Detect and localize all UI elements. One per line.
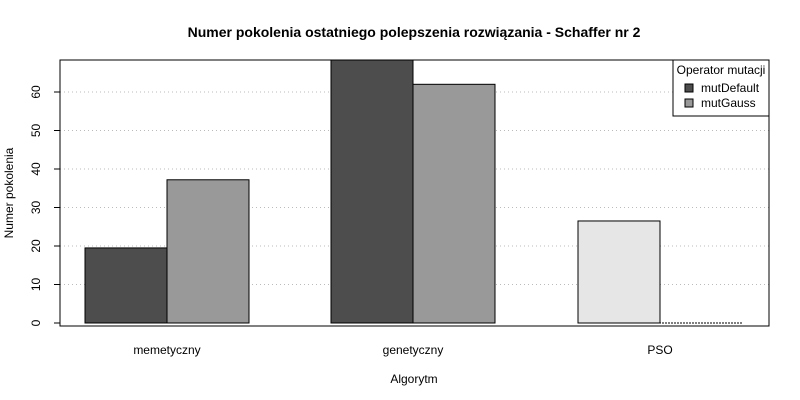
bar-memetyczny-mutdefault — [84, 247, 168, 324]
legend: Operator mutacji mutDefault mutGauss — [672, 59, 770, 117]
x-tick-label-pso: PSO — [647, 343, 672, 357]
legend-label-mutgauss: mutGauss — [701, 96, 756, 110]
y-axis-label: Numer pokolenia — [2, 147, 16, 238]
bar-genetyczny-mutgauss — [412, 83, 496, 324]
y-axis: 0 10 20 30 40 50 60 — [29, 85, 61, 326]
bar-pso — [577, 220, 661, 324]
y-tick-label-50: 50 — [29, 124, 43, 138]
bar-memetyczny-mutgauss — [166, 179, 250, 324]
bars — [84, 59, 661, 324]
y-tick-label-30: 30 — [29, 201, 43, 215]
y-tick-label-20: 20 — [29, 239, 43, 253]
chart-title: Numer pokolenia ostatniego polepszenia r… — [188, 24, 641, 40]
x-axis-label: Algorytm — [390, 372, 437, 386]
legend-swatch-mutgauss — [684, 98, 694, 108]
legend-swatch-mutdefault — [684, 83, 694, 93]
y-tick-label-60: 60 — [29, 85, 43, 99]
x-axis: memetyczny genetyczny PSO — [133, 343, 672, 357]
y-tick-label-0: 0 — [29, 319, 43, 326]
legend-title: Operator mutacji — [677, 63, 766, 77]
x-tick-label-genetyczny: genetyczny — [383, 343, 444, 357]
bar-genetyczny-mutdefault — [330, 59, 414, 324]
y-tick-label-10: 10 — [29, 278, 43, 292]
y-tick-label-40: 40 — [29, 162, 43, 176]
x-tick-label-memetyczny: memetyczny — [133, 343, 200, 357]
legend-label-mutdefault: mutDefault — [701, 81, 760, 95]
